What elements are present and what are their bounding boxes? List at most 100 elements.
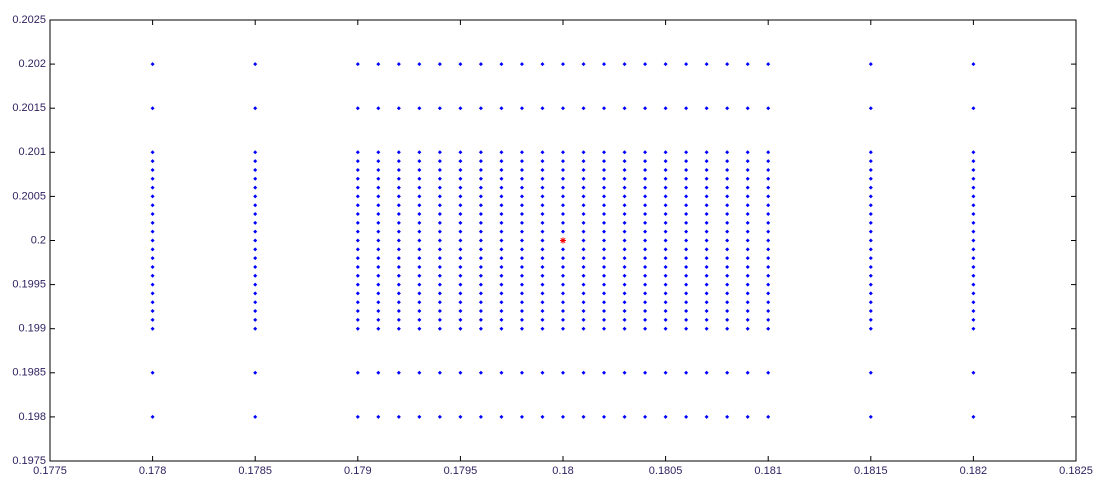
point [622, 106, 627, 111]
point [478, 62, 483, 67]
point [499, 185, 504, 190]
point [868, 282, 873, 287]
point [437, 62, 442, 67]
point [376, 264, 381, 269]
point [396, 291, 401, 296]
point [478, 256, 483, 261]
point [602, 62, 607, 67]
point [458, 317, 463, 322]
point [561, 326, 565, 331]
point [437, 264, 442, 269]
point [868, 62, 873, 67]
point [684, 414, 689, 419]
point [971, 159, 976, 164]
point [519, 106, 524, 111]
point [376, 317, 381, 322]
point [540, 194, 545, 199]
point [150, 238, 155, 243]
point [643, 264, 648, 269]
point [437, 194, 442, 199]
point [725, 256, 730, 261]
point [376, 326, 381, 331]
point [663, 106, 668, 111]
point [684, 256, 689, 261]
point [437, 247, 442, 252]
point [376, 150, 381, 155]
point [971, 282, 976, 287]
point [478, 370, 483, 375]
point [663, 282, 668, 287]
point [766, 229, 771, 234]
point [437, 203, 442, 208]
point [150, 247, 155, 252]
point [602, 273, 607, 278]
point [622, 176, 627, 181]
point [519, 194, 524, 199]
point [561, 282, 565, 287]
point [704, 194, 709, 199]
point [253, 176, 258, 181]
point [499, 194, 504, 199]
point [766, 309, 771, 314]
point [150, 194, 155, 199]
point [643, 203, 648, 208]
point [622, 212, 627, 217]
point [519, 309, 524, 314]
point [540, 176, 545, 181]
point [868, 317, 873, 322]
point [745, 176, 750, 181]
point [643, 229, 648, 234]
point [602, 370, 607, 375]
point [581, 176, 586, 181]
point [581, 238, 586, 243]
point [725, 247, 730, 252]
point [643, 212, 648, 217]
point [519, 220, 524, 225]
point [437, 159, 442, 164]
point [355, 273, 360, 278]
point [355, 194, 360, 199]
point [663, 203, 668, 208]
point [766, 370, 771, 375]
point [417, 326, 422, 331]
point [540, 264, 545, 269]
point [745, 220, 750, 225]
point [355, 264, 360, 269]
point [458, 238, 463, 243]
point [684, 238, 689, 243]
point [396, 282, 401, 287]
point [499, 176, 504, 181]
point [396, 264, 401, 269]
point [581, 106, 586, 111]
point [663, 326, 668, 331]
point [376, 176, 381, 181]
point [437, 106, 442, 111]
point [376, 194, 381, 199]
point [396, 167, 401, 172]
point [376, 185, 381, 190]
point [417, 212, 422, 217]
point [376, 229, 381, 234]
point [663, 62, 668, 67]
point [971, 291, 976, 296]
point [150, 317, 155, 322]
point [704, 212, 709, 217]
point [150, 159, 155, 164]
point [519, 62, 524, 67]
point [417, 247, 422, 252]
point [561, 414, 565, 419]
point [355, 62, 360, 67]
point [745, 414, 750, 419]
point [150, 185, 155, 190]
point [868, 291, 873, 296]
point [868, 309, 873, 314]
x-tick-label: 0.18 [552, 465, 573, 477]
point [725, 159, 730, 164]
point [868, 212, 873, 217]
point [437, 185, 442, 190]
point [376, 300, 381, 305]
point [499, 317, 504, 322]
point [581, 414, 586, 419]
point [602, 212, 607, 217]
point [540, 247, 545, 252]
